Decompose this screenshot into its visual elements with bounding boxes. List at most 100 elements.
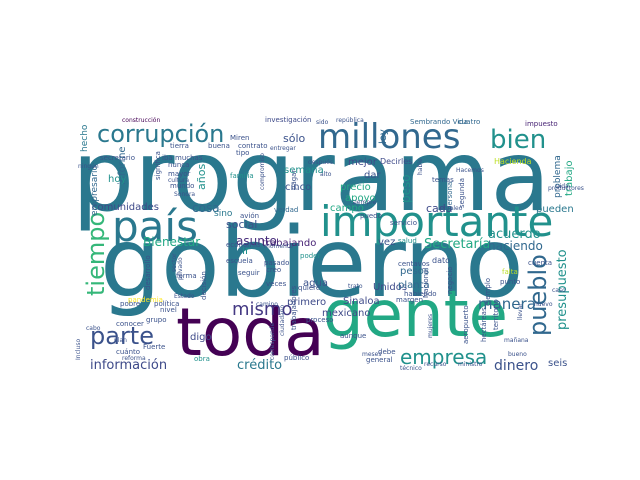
cloud-word: programa bbox=[72, 120, 550, 234]
cloud-word: cuenta bbox=[528, 259, 552, 267]
cloud-word: compromiso bbox=[259, 153, 266, 190]
cloud-word: Hacemos bbox=[456, 167, 484, 174]
cloud-word: ir bbox=[242, 244, 250, 257]
cloud-word: pandemia bbox=[128, 296, 163, 304]
cloud-word: empresario bbox=[90, 165, 100, 216]
cloud-word: alto bbox=[320, 171, 332, 178]
cloud-word: forma bbox=[176, 272, 197, 280]
cloud-word: aeropuerto bbox=[462, 305, 470, 344]
cloud-word: quiere bbox=[298, 284, 320, 292]
cloud-word: ministro bbox=[458, 361, 483, 368]
cloud-word: Nacional bbox=[422, 268, 430, 298]
cloud-word: pobre bbox=[120, 300, 140, 308]
cloud-word: campo bbox=[330, 203, 364, 214]
cloud-word: dinero bbox=[494, 358, 538, 374]
cloud-word: parte bbox=[90, 322, 154, 350]
cloud-word: buena bbox=[208, 142, 230, 150]
cloud-word: bueno bbox=[508, 351, 527, 358]
cloud-word: trato bbox=[348, 283, 363, 290]
cloud-word: general bbox=[366, 356, 393, 364]
cloud-word: debe bbox=[378, 348, 396, 356]
cloud-word: gente bbox=[323, 278, 508, 352]
cloud-word: tierra bbox=[170, 142, 189, 150]
cloud-word: cada bbox=[426, 202, 453, 215]
cloud-word: entregar bbox=[270, 145, 296, 152]
cloud-word: bien bbox=[490, 125, 546, 155]
cloud-word: Incluso bbox=[75, 339, 82, 360]
cloud-word: Decirles bbox=[380, 157, 412, 166]
cloud-word: público bbox=[284, 354, 309, 362]
cloud-word: sino bbox=[214, 209, 233, 219]
cloud-word: verdad bbox=[274, 206, 298, 214]
cloud-word: proceso bbox=[306, 316, 334, 324]
cloud-word: sido bbox=[316, 119, 329, 126]
cloud-word: llevar bbox=[517, 303, 524, 320]
cloud-word: segunda bbox=[458, 178, 466, 208]
cloud-word: iba bbox=[162, 154, 173, 162]
cloud-word: falta bbox=[502, 268, 518, 276]
cloud-word: manera bbox=[478, 295, 536, 313]
cloud-word: información bbox=[90, 358, 167, 373]
cloud-word: secretario bbox=[100, 154, 135, 162]
cloud-word: mismo bbox=[232, 299, 292, 320]
cloud-word: pueden bbox=[536, 204, 574, 215]
cloud-word: toda bbox=[176, 294, 325, 371]
cloud-word: avión bbox=[240, 212, 259, 220]
cloud-word: empresa bbox=[400, 345, 487, 369]
cloud-word: grupo bbox=[146, 316, 166, 324]
cloud-word: economía bbox=[226, 241, 260, 249]
cloud-word: escuela bbox=[226, 257, 253, 265]
cloud-word: poder bbox=[300, 252, 320, 260]
cloud-word: cultura bbox=[168, 177, 189, 184]
cloud-word: precio bbox=[340, 182, 371, 193]
cloud-word: cosa bbox=[192, 201, 220, 215]
cloud-word: dato bbox=[432, 256, 450, 265]
cloud-word: Fuerte bbox=[143, 343, 165, 351]
cloud-word: salud bbox=[398, 237, 417, 245]
cloud-word: informe bbox=[117, 146, 128, 185]
cloud-word: crédito bbox=[237, 358, 282, 373]
cloud-word: pagar bbox=[290, 170, 298, 190]
cloud-word: familia bbox=[230, 172, 254, 180]
cloud-word: cinco bbox=[285, 182, 311, 193]
cloud-word: margen bbox=[396, 296, 423, 304]
cloud-word: Miren bbox=[230, 134, 249, 142]
cloud-word: hectáreas bbox=[480, 307, 488, 342]
cloud-word: sector bbox=[171, 253, 178, 272]
cloud-word: hoy bbox=[108, 174, 126, 185]
cloud-word: apoyo bbox=[345, 193, 376, 204]
cloud-word: centavos bbox=[398, 260, 430, 268]
cloud-word: semana bbox=[284, 165, 324, 176]
cloud-word: hable bbox=[417, 158, 424, 175]
cloud-word: contrato bbox=[238, 142, 268, 150]
cloud-word: trabajadores bbox=[290, 285, 298, 330]
cloud-word: mexicano bbox=[322, 308, 371, 319]
cloud-word: gobierno bbox=[100, 207, 524, 319]
cloud-word: política bbox=[154, 300, 179, 308]
cloud-word: peso bbox=[399, 174, 413, 203]
cloud-word: planta bbox=[398, 280, 430, 291]
cloud-word: comunidades bbox=[92, 202, 159, 213]
cloud-word: significa bbox=[154, 151, 162, 180]
cloud-word: después bbox=[308, 159, 333, 166]
cloud-word: mujeres bbox=[427, 314, 434, 338]
cloud-word: obra bbox=[194, 355, 210, 363]
cloud-word: decisión bbox=[200, 271, 208, 300]
cloud-word: reforma bbox=[122, 355, 146, 362]
cloud-word: negocio bbox=[446, 266, 454, 294]
cloud-word: tipo bbox=[236, 149, 249, 157]
cloud-word: millones bbox=[318, 117, 460, 157]
cloud-word: investigación bbox=[265, 116, 311, 124]
cloud-word: Sembrando Vida bbox=[410, 118, 468, 126]
cloud-word: acuerdo bbox=[488, 227, 541, 242]
cloud-word: empleo bbox=[440, 205, 463, 212]
cloud-word: nivel bbox=[160, 306, 177, 314]
cloud-word: puedo bbox=[360, 212, 382, 220]
cloud-word: creo bbox=[266, 266, 281, 274]
cloud-word: vez bbox=[378, 237, 395, 248]
cloud-word: pesos bbox=[400, 266, 429, 277]
cloud-word: ningún bbox=[78, 163, 99, 170]
cloud-word: persona bbox=[446, 182, 454, 210]
cloud-word: Estado bbox=[174, 293, 195, 300]
